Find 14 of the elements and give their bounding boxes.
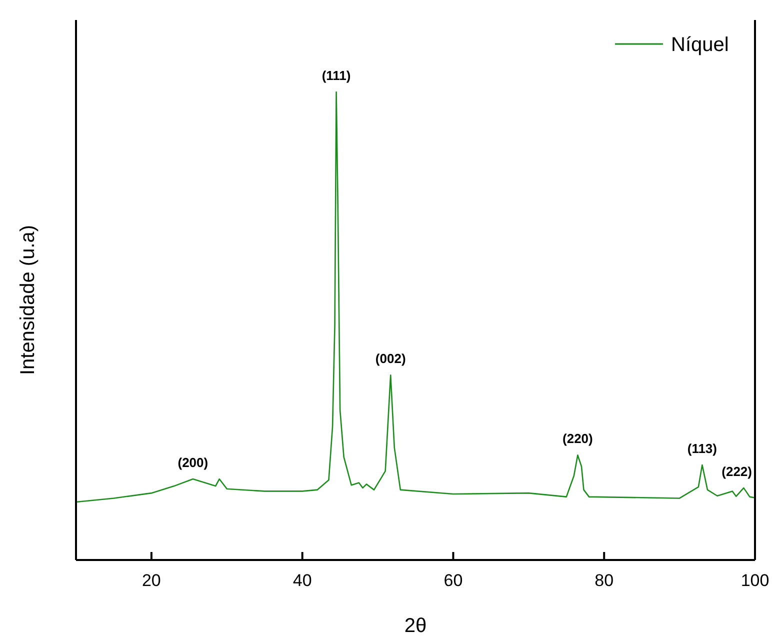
x-tick-label: 20 (142, 571, 161, 590)
annotation: (200) (178, 455, 208, 470)
x-tick-label: 100 (740, 571, 770, 590)
annotation: (002) (375, 351, 406, 366)
annotation: (113) (687, 440, 718, 456)
legend-label: Níquel (671, 34, 729, 56)
x-tick-label: 60 (444, 571, 463, 590)
annotation: (222) (722, 464, 752, 479)
x-axis-title: 2θ (404, 615, 427, 637)
annotation: (111) (322, 68, 351, 83)
annotation: (220) (562, 431, 593, 446)
x-tick-label: 80 (594, 571, 614, 590)
x-tick-label: 40 (292, 571, 312, 590)
y-axis-title: Intensidade (u.a) (17, 224, 39, 376)
